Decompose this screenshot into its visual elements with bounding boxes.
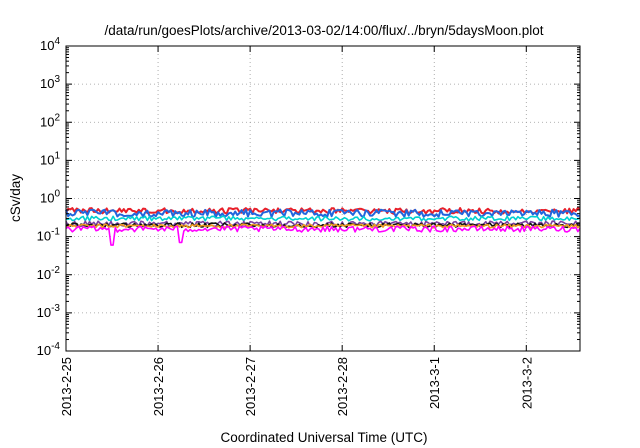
x-tick-label: 2013-3-2 — [519, 357, 534, 409]
x-tick-label: 2013-2-28 — [335, 357, 350, 416]
x-tick-label: 2013-2-27 — [243, 357, 258, 416]
series-line — [65, 222, 581, 229]
x-axis: 2013-2-25 2013-2-26 2013-2-27 2013-2-28 2013… — [59, 46, 534, 416]
series-line — [65, 225, 581, 246]
y-tick-label: 102 — [40, 112, 60, 129]
y-tick-label: 10-2 — [37, 265, 61, 282]
y-tick-label: 104 — [40, 36, 60, 53]
gridlines — [66, 46, 580, 351]
chart-title: /data/run/goesPlots/archive/2013-03-02/1… — [104, 23, 543, 38]
y-axis-label: cSv/day — [8, 174, 23, 222]
x-tick-label: 2013-2-25 — [59, 357, 74, 416]
y-tick-label: 10-4 — [37, 341, 61, 358]
y-tick-label: 10-1 — [37, 227, 61, 244]
series-line — [65, 215, 581, 222]
y-axis: 10-4 10-3 10-2 10-1 100 101 102 103 104 — [37, 36, 580, 358]
y-tick-label: 101 — [40, 150, 60, 167]
y-tick-label: 103 — [40, 74, 60, 91]
x-tick-label: 2013-2-26 — [151, 357, 166, 416]
x-tick-label: 2013-3-1 — [427, 357, 442, 409]
series-line — [65, 208, 581, 218]
y-tick-label: 100 — [40, 189, 60, 206]
x-axis-label: Coordinated Universal Time (UTC) — [220, 430, 427, 445]
y-tick-label: 10-3 — [37, 303, 61, 320]
series-group — [65, 207, 581, 246]
